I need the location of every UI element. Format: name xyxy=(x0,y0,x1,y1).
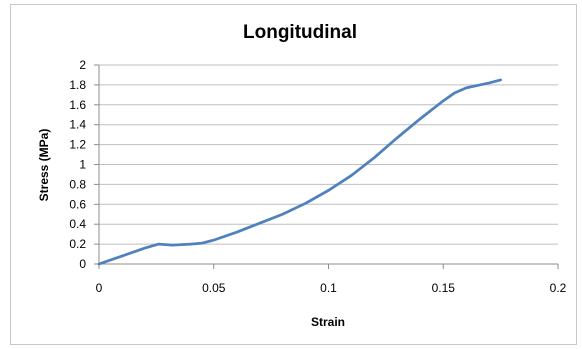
axes xyxy=(94,64,559,269)
x-axis-title: Strain xyxy=(311,315,345,329)
y-tick-label: 1.4 xyxy=(69,118,86,132)
y-tick-label: 1.2 xyxy=(69,138,86,152)
y-tick-label: 1.6 xyxy=(69,98,86,112)
y-tick-label: 0.4 xyxy=(69,217,86,231)
chart-title: Longitudinal xyxy=(243,22,357,43)
y-tick-label: 0.6 xyxy=(69,197,86,211)
x-tick-label: 0.05 xyxy=(202,281,226,295)
gridlines xyxy=(99,64,558,245)
y-tick-label: 0.2 xyxy=(69,237,86,251)
y-tick-label: 1.8 xyxy=(69,78,86,92)
x-tick-label: 0.15 xyxy=(432,281,456,295)
series-layer xyxy=(97,78,502,266)
y-tick-label: 2 xyxy=(79,58,86,72)
y-tick-label: 1 xyxy=(79,158,86,172)
x-tick-label: 0.2 xyxy=(550,281,567,295)
x-tick-label: 0.1 xyxy=(320,281,337,295)
y-tick-label: 0 xyxy=(79,257,86,271)
y-axis-tick-labels: 0 0.2 0.4 0.6 0.8 1 1.2 1.4 1.6 1.8 2 xyxy=(69,58,86,271)
x-tick-label: 0 xyxy=(96,281,103,295)
x-axis-tick-labels: 0 0.05 0.1 0.15 0.2 xyxy=(96,281,567,295)
chart-area xyxy=(10,4,577,345)
series-line-0 xyxy=(97,78,502,266)
y-tick-label: 0.8 xyxy=(69,177,86,191)
y-axis-title: Stress (MPa) xyxy=(37,129,51,202)
